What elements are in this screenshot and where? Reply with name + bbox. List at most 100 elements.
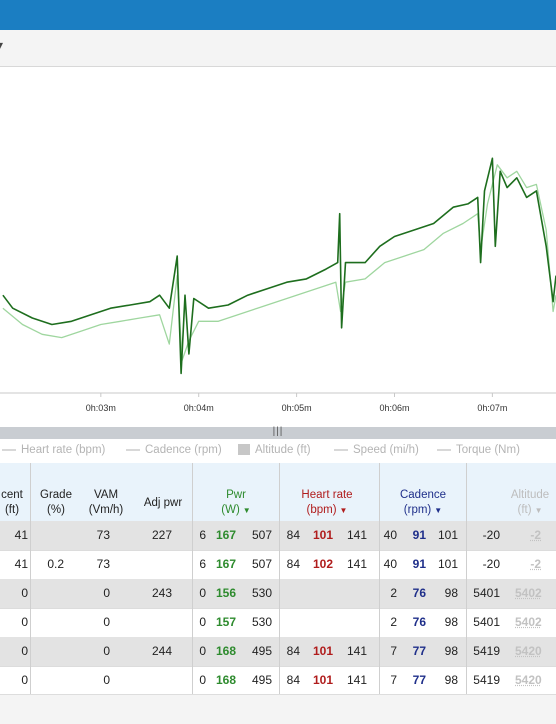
hr-min-cell: 84	[284, 528, 300, 542]
sort-caret-icon[interactable]: ▼	[340, 506, 348, 515]
cadence-min-cell: 40	[383, 528, 397, 542]
col-grade[interactable]: Grade (%)	[35, 488, 77, 518]
grip-icon: |||	[273, 426, 284, 437]
altitude-avg-cell: -2	[515, 528, 541, 542]
adj-pwr-cell: 244	[150, 644, 172, 658]
chevron-down-icon[interactable]: ▾	[0, 38, 3, 52]
cadence-min-cell: 40	[383, 557, 397, 571]
pwr-max-cell: 530	[246, 586, 272, 600]
sort-caret-icon[interactable]: ▼	[535, 506, 543, 515]
ascent-cell: 0	[0, 615, 28, 629]
cadence-max-cell: 101	[434, 557, 458, 571]
chart-legend: Heart rate (bpm) Cadence (rpm) Altitude …	[0, 439, 556, 463]
ascent-cell: 41	[0, 557, 28, 571]
adj-pwr-cell: 227	[150, 528, 172, 542]
table-row[interactable]: 0 0 243 0 156 530 2 76 98 5401 5402	[0, 579, 556, 609]
x-tick-label: 0h:04m	[184, 403, 214, 413]
x-tick-label: 0h:06m	[379, 403, 409, 413]
table-header: cent (ft) Grade (%) VAM (Vm/h) Adj pwr P…	[0, 463, 556, 521]
ascent-cell: 41	[0, 528, 28, 542]
col-ascent[interactable]: cent (ft)	[0, 488, 26, 518]
bottom-panel	[0, 694, 556, 724]
altitude-min-cell: 5401	[472, 615, 500, 629]
x-tick-label: 0h:05m	[282, 403, 312, 413]
pwr-min-cell: 0	[196, 673, 206, 687]
hr-max-cell: 141	[343, 644, 367, 658]
vam-cell: 0	[88, 615, 110, 629]
col-cadence[interactable]: Cadence (rpm) ▼	[388, 488, 458, 518]
pwr-min-cell: 0	[196, 644, 206, 658]
altitude-min-cell: 5419	[472, 644, 500, 658]
cadence-max-cell: 98	[434, 644, 458, 658]
hr-min-cell: 84	[284, 644, 300, 658]
series-line-0	[3, 158, 556, 373]
altitude-min-cell: -20	[472, 528, 500, 542]
hr-min-cell: 84	[284, 673, 300, 687]
pwr-max-cell: 530	[246, 615, 272, 629]
hr-avg-cell: 101	[309, 528, 333, 542]
app-header-bar	[0, 0, 556, 30]
col-altitude[interactable]: Altitude (ft) ▼	[504, 488, 556, 518]
altitude-min-cell: -20	[472, 557, 500, 571]
cadence-max-cell: 101	[434, 528, 458, 542]
cadence-min-cell: 7	[383, 673, 397, 687]
column-divider	[30, 463, 31, 694]
table-row[interactable]: 0 0 0 157 530 2 76 98 5401 5402	[0, 608, 556, 638]
col-heart-rate[interactable]: Heart rate (bpm) ▼	[290, 488, 364, 518]
legend-item-cadence[interactable]: Cadence (rpm)	[126, 444, 222, 456]
chart-toolbar: ▾	[0, 30, 556, 67]
vam-cell: 0	[88, 673, 110, 687]
legend-item-heart-rate[interactable]: Heart rate (bpm)	[2, 444, 105, 456]
legend-item-speed[interactable]: Speed (mi/h)	[334, 444, 419, 456]
altitude-avg-cell: 5402	[515, 615, 541, 629]
pwr-max-cell: 507	[246, 528, 272, 542]
table-row[interactable]: 0 0 244 0 168 495 84 101 141 7 77 98 5419 5420	[0, 637, 556, 667]
ascent-cell: 0	[0, 673, 28, 687]
column-divider	[466, 463, 467, 694]
col-adj-pwr[interactable]: Adj pwr	[138, 496, 188, 511]
cadence-max-cell: 98	[434, 673, 458, 687]
col-vam[interactable]: VAM (Vm/h)	[83, 488, 129, 518]
column-divider	[379, 463, 380, 694]
altitude-avg-cell: 5420	[515, 673, 541, 687]
sort-caret-icon[interactable]: ▼	[243, 506, 251, 515]
ascent-cell: 0	[0, 586, 28, 600]
x-tick-label: 0h:07m	[477, 403, 507, 413]
cadence-min-cell: 2	[383, 586, 397, 600]
hr-avg-cell: 102	[309, 557, 333, 571]
cadence-avg-cell: 77	[406, 673, 426, 687]
pwr-max-cell: 495	[246, 644, 272, 658]
grade-cell: 0.2	[40, 557, 64, 571]
cadence-max-cell: 98	[434, 615, 458, 629]
hr-avg-cell: 101	[309, 644, 333, 658]
altitude-avg-cell: -2	[515, 557, 541, 571]
sort-caret-icon[interactable]: ▼	[434, 506, 442, 515]
cadence-avg-cell: 91	[406, 528, 426, 542]
cadence-min-cell: 2	[383, 615, 397, 629]
vam-cell: 0	[88, 586, 110, 600]
col-pwr[interactable]: Pwr (W) ▼	[203, 488, 269, 518]
altitude-avg-cell: 5402	[515, 586, 541, 600]
vam-cell: 73	[88, 557, 110, 571]
hr-max-cell: 141	[343, 557, 367, 571]
column-divider	[192, 463, 193, 694]
altitude-min-cell: 5419	[472, 673, 500, 687]
table-row[interactable]: 41 0.2 73 6 167 507 84 102 141 40 91 101 -20 -2	[0, 550, 556, 580]
cadence-avg-cell: 76	[406, 586, 426, 600]
pwr-avg-cell: 167	[214, 557, 236, 571]
cadence-max-cell: 98	[434, 586, 458, 600]
pwr-min-cell: 0	[196, 615, 206, 629]
column-divider	[279, 463, 280, 694]
pwr-min-cell: 6	[196, 528, 206, 542]
pwr-min-cell: 6	[196, 557, 206, 571]
table-row[interactable]: 41 73 227 6 167 507 84 101 141 40 91 101 -20 -2	[0, 521, 556, 551]
legend-item-torque[interactable]: Torque (Nm)	[437, 444, 520, 456]
pwr-min-cell: 0	[196, 586, 206, 600]
legend-item-altitude[interactable]: Altitude (ft)	[238, 444, 311, 456]
cadence-avg-cell: 91	[406, 557, 426, 571]
table-row[interactable]: 0 0 0 168 495 84 101 141 7 77 98 5419 5420	[0, 666, 556, 696]
panel-resize-handle[interactable]: |||	[0, 427, 556, 439]
hr-avg-cell: 101	[309, 673, 333, 687]
activity-chart[interactable]: 0h:03m 0h:04m 0h:05m 0h:06m 0h:07m	[0, 67, 556, 427]
x-tick-label: 0h:03m	[86, 403, 116, 413]
